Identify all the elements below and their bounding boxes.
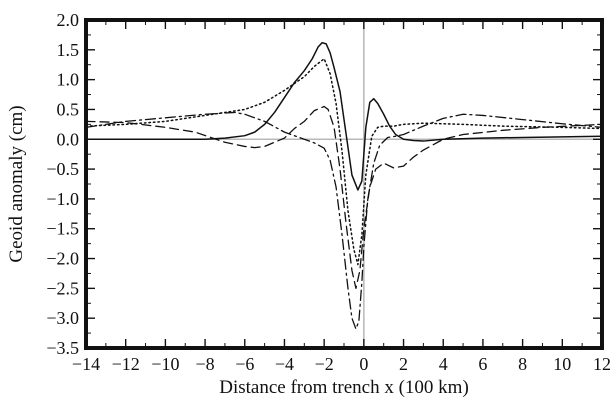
series-line-dotted bbox=[85, 58, 603, 266]
x-tick-label: −4 bbox=[275, 354, 294, 374]
x-tick-label: 10 bbox=[553, 354, 571, 374]
y-axis-label: Geoid anomaly (cm) bbox=[6, 105, 27, 262]
x-tick-label: 12 bbox=[593, 354, 611, 374]
plot-frame bbox=[84, 18, 604, 350]
y-tick-label: −0.5 bbox=[46, 159, 79, 179]
x-tick-label: −8 bbox=[195, 354, 214, 374]
y-tick-label: −2.0 bbox=[46, 249, 79, 269]
x-tick-labels: −14 −12 −10 −8 −6 −4 −2 0 2 4 6 8 10 12 bbox=[72, 354, 611, 374]
y-tick-label: 1.5 bbox=[57, 40, 80, 60]
y-tick-label: −1.5 bbox=[46, 219, 79, 239]
x-tick-label: −2 bbox=[315, 354, 334, 374]
series-line-solid bbox=[85, 41, 603, 191]
y-tick-labels: −3.5 −3.0 −2.5 −2.0 −1.5 −1.0 −0.5 0.0 0.5 1.0 1.5… bbox=[46, 10, 79, 358]
y-tick-label: −3.5 bbox=[46, 338, 79, 358]
tick-layer bbox=[85, 19, 603, 349]
x-tick-label: 0 bbox=[359, 354, 368, 374]
plot-area bbox=[84, 18, 604, 350]
x-tick-label: −6 bbox=[235, 354, 254, 374]
y-tick-label: 2.0 bbox=[57, 10, 80, 30]
y-tick-label: 0.0 bbox=[57, 129, 80, 149]
x-tick-label: 2 bbox=[399, 354, 408, 374]
series-line-dashed bbox=[85, 105, 603, 290]
series-layer bbox=[85, 41, 603, 330]
y-tick-label: 1.0 bbox=[57, 70, 80, 90]
x-tick-label: −10 bbox=[151, 354, 179, 374]
x-tick-label: 8 bbox=[518, 354, 527, 374]
y-tick-label: −1.0 bbox=[46, 189, 79, 209]
x-axis-label: Distance from trench x (100 km) bbox=[219, 377, 469, 398]
x-tick-label: −12 bbox=[112, 354, 140, 374]
series-line-dashdot bbox=[85, 111, 603, 330]
x-tick-label: 6 bbox=[478, 354, 487, 374]
y-tick-label: 0.5 bbox=[57, 99, 80, 119]
x-tick-label: −14 bbox=[72, 354, 100, 374]
y-tick-label: −3.0 bbox=[46, 308, 79, 328]
x-tick-label: 4 bbox=[439, 354, 448, 374]
y-tick-label: −2.5 bbox=[46, 278, 79, 298]
